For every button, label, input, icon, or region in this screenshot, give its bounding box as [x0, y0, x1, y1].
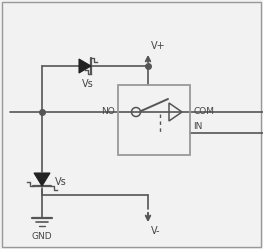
Text: V+: V+: [151, 41, 166, 51]
Bar: [118, 85, 190, 155]
Text: Vs: Vs: [55, 177, 67, 187]
Text: NO: NO: [101, 107, 115, 116]
Text: V-: V-: [151, 226, 160, 236]
Text: GND: GND: [32, 232, 52, 241]
Text: Vs: Vs: [82, 79, 94, 89]
Text: COM: COM: [193, 107, 214, 116]
Text: IN: IN: [193, 122, 202, 131]
Polygon shape: [79, 59, 91, 73]
Polygon shape: [34, 173, 50, 186]
